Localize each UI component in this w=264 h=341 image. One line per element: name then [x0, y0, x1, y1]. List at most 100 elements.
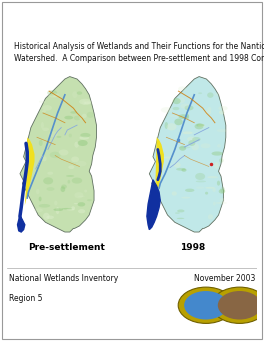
Ellipse shape [72, 91, 77, 98]
Polygon shape [153, 137, 164, 210]
Ellipse shape [213, 202, 216, 206]
Ellipse shape [71, 157, 79, 162]
Ellipse shape [87, 112, 94, 118]
Ellipse shape [219, 158, 224, 163]
Ellipse shape [82, 114, 87, 118]
Ellipse shape [218, 106, 228, 110]
Ellipse shape [53, 208, 63, 211]
Ellipse shape [43, 177, 53, 184]
Ellipse shape [42, 128, 49, 131]
Ellipse shape [164, 122, 168, 129]
Ellipse shape [71, 206, 75, 210]
Ellipse shape [178, 97, 185, 103]
Ellipse shape [220, 187, 225, 193]
Circle shape [212, 287, 264, 323]
Ellipse shape [195, 123, 204, 129]
Ellipse shape [39, 101, 46, 103]
Ellipse shape [174, 162, 181, 168]
Ellipse shape [220, 198, 225, 202]
Ellipse shape [178, 114, 188, 119]
Ellipse shape [187, 137, 195, 142]
Text: U.S. Fish and Wildlife Service: U.S. Fish and Wildlife Service [14, 17, 176, 27]
Ellipse shape [196, 180, 206, 182]
Ellipse shape [176, 168, 186, 170]
Ellipse shape [191, 143, 199, 150]
Ellipse shape [179, 146, 186, 151]
Ellipse shape [192, 137, 201, 142]
Ellipse shape [172, 191, 177, 196]
Ellipse shape [205, 110, 211, 115]
Ellipse shape [84, 190, 87, 193]
Ellipse shape [42, 110, 46, 113]
Ellipse shape [67, 208, 75, 211]
Text: Watershed.  A Comparison between Pre-settlement and 1998 Conditions.: Watershed. A Comparison between Pre-sett… [14, 54, 264, 63]
Ellipse shape [175, 212, 180, 214]
Ellipse shape [39, 196, 42, 202]
Ellipse shape [62, 208, 72, 209]
Polygon shape [20, 77, 96, 232]
Ellipse shape [208, 214, 213, 220]
Ellipse shape [76, 161, 87, 166]
Ellipse shape [74, 116, 81, 120]
Ellipse shape [77, 91, 82, 95]
Ellipse shape [87, 199, 92, 201]
Ellipse shape [198, 92, 202, 94]
Ellipse shape [47, 172, 53, 175]
Ellipse shape [183, 131, 193, 134]
Circle shape [184, 291, 228, 320]
Ellipse shape [186, 114, 189, 119]
Ellipse shape [68, 165, 74, 169]
Ellipse shape [201, 143, 210, 148]
Ellipse shape [39, 204, 50, 208]
Text: 1998: 1998 [180, 243, 205, 252]
Ellipse shape [78, 196, 85, 197]
Ellipse shape [48, 131, 58, 137]
Ellipse shape [195, 173, 205, 180]
Ellipse shape [161, 107, 172, 113]
Ellipse shape [42, 156, 47, 161]
Ellipse shape [64, 116, 73, 119]
Ellipse shape [61, 184, 67, 189]
Ellipse shape [177, 209, 185, 212]
Polygon shape [147, 180, 160, 229]
Ellipse shape [214, 93, 219, 95]
Ellipse shape [178, 86, 187, 91]
Ellipse shape [41, 122, 44, 129]
Ellipse shape [163, 157, 174, 159]
Ellipse shape [54, 201, 58, 205]
Ellipse shape [74, 203, 78, 204]
Ellipse shape [205, 187, 215, 189]
Ellipse shape [66, 175, 74, 177]
Ellipse shape [48, 93, 60, 98]
Ellipse shape [207, 176, 218, 178]
Ellipse shape [72, 178, 82, 184]
Ellipse shape [74, 192, 83, 198]
Ellipse shape [79, 136, 89, 139]
Ellipse shape [39, 140, 43, 146]
Ellipse shape [185, 189, 194, 192]
Ellipse shape [46, 187, 54, 191]
Ellipse shape [78, 202, 85, 207]
Ellipse shape [56, 207, 59, 214]
Ellipse shape [70, 111, 77, 114]
Text: National Wetlands Inventory: National Wetlands Inventory [9, 274, 118, 283]
Polygon shape [149, 77, 226, 232]
Ellipse shape [60, 186, 65, 192]
Ellipse shape [69, 134, 72, 137]
Ellipse shape [177, 218, 184, 219]
Ellipse shape [215, 202, 227, 204]
Ellipse shape [212, 188, 216, 192]
Ellipse shape [217, 129, 227, 132]
Ellipse shape [217, 181, 220, 186]
Ellipse shape [219, 189, 225, 194]
Ellipse shape [196, 124, 204, 127]
Text: Historical Analysis of Wetlands and Their Functions for the Nanticoke River: Historical Analysis of Wetlands and Thei… [14, 42, 264, 51]
Ellipse shape [185, 105, 194, 110]
Ellipse shape [173, 107, 180, 110]
Ellipse shape [167, 123, 177, 131]
Ellipse shape [196, 187, 204, 189]
Ellipse shape [207, 107, 211, 112]
Ellipse shape [59, 149, 68, 155]
Ellipse shape [46, 216, 54, 219]
Ellipse shape [178, 147, 190, 148]
